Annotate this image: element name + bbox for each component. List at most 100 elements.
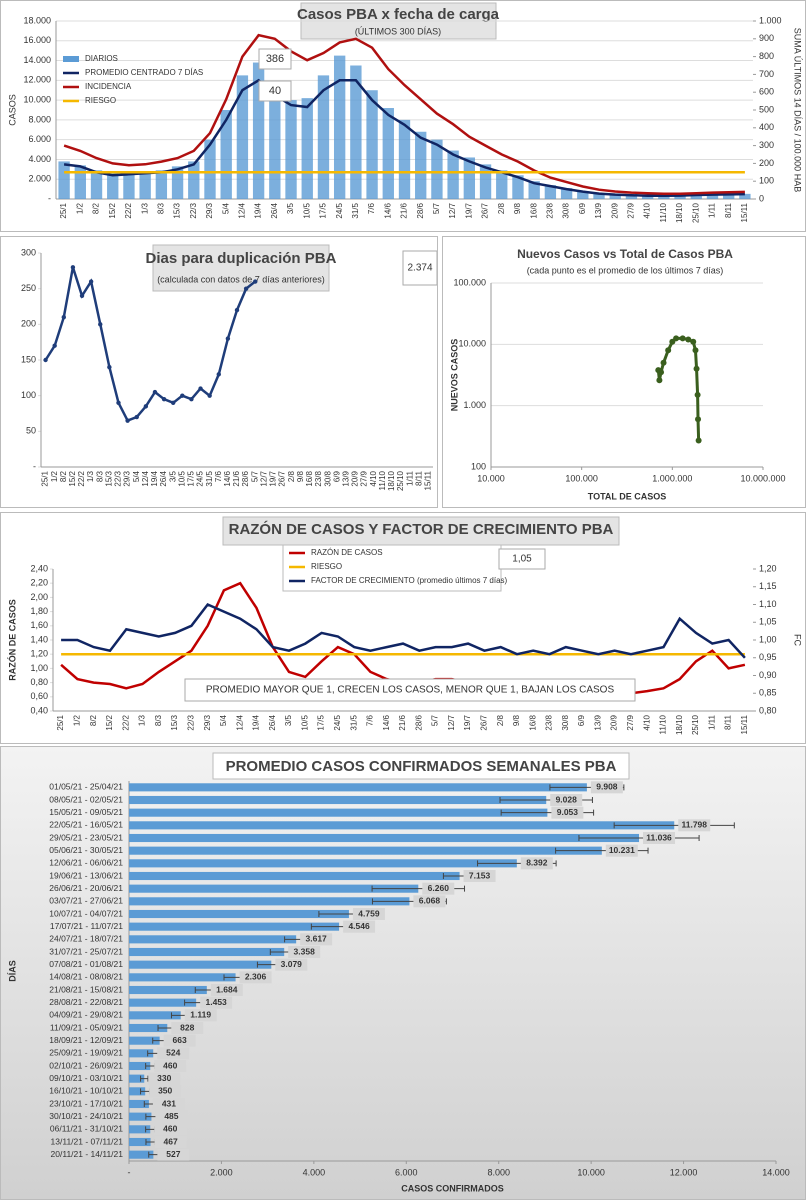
label-box	[605, 844, 638, 857]
line-point	[107, 364, 112, 370]
bar	[123, 172, 135, 199]
line-point	[70, 265, 76, 270]
y-tick-label: 17/07/21 - 11/07/21	[50, 921, 123, 931]
x-tick-label: 30/8	[561, 714, 570, 730]
y2-tick-label: 800	[759, 51, 774, 61]
connector	[682, 336, 689, 341]
value-label: 3.358	[294, 946, 316, 956]
x-tick-label: 24/5	[335, 202, 344, 218]
legend-label: FACTOR DE CRECIMIENTO (promedio últimos …	[311, 576, 508, 585]
y-tick-label: 1.000	[463, 400, 486, 410]
value-label: 828	[180, 1022, 194, 1032]
bar	[512, 175, 524, 199]
bar	[204, 139, 216, 199]
bar	[129, 998, 197, 1007]
y-tick-label: 03/07/21 - 27/06/21	[49, 896, 123, 906]
x-tick-label: 5/4	[221, 202, 230, 214]
bar	[658, 195, 670, 199]
bar	[129, 783, 587, 792]
y-tick-label: 50	[26, 426, 36, 436]
bar	[129, 947, 285, 957]
y2-tick-label: 1,20	[759, 563, 777, 573]
chart-panel: Casos PBA x fecha de carga (ÚLTIMOS 300 D…	[0, 0, 806, 232]
label-box	[184, 1009, 217, 1022]
x-tick-label: 22/3	[114, 470, 123, 486]
x-tick-label: 15/11	[740, 202, 749, 222]
x-tick-label: 1/3	[140, 202, 149, 214]
x-tick-label: 12/7	[447, 714, 456, 730]
y-tick-label: 14.000	[23, 55, 51, 65]
line-point	[161, 397, 167, 402]
x-tick-label: 6/9	[578, 202, 587, 214]
series-line	[63, 33, 745, 196]
label-box	[154, 1136, 187, 1148]
title-box	[152, 244, 330, 292]
y-tick-label: 22/05/21 - 16/05/21	[49, 820, 123, 830]
bar	[382, 108, 394, 199]
y-tick-label: 15/05/21 - 09/05/21	[49, 807, 123, 817]
legend-swatch	[63, 56, 79, 62]
x-tick-label: 21/6	[398, 714, 407, 730]
series-line	[61, 602, 746, 659]
value-label: 3.079	[281, 959, 303, 969]
series-line	[44, 266, 256, 423]
y-tick-label: 20/11/21 - 14/11/21	[51, 1149, 124, 1159]
y-tick-label: 25/09/21 - 19/09/21	[49, 1048, 123, 1058]
legend-box	[282, 544, 502, 592]
chart-panel: RAZÓN DE CASOS Y FACTOR DE CRECIMIENTO P…	[0, 512, 806, 744]
label-box	[463, 870, 496, 882]
x-tick-label: 5/7	[432, 202, 441, 214]
y-tick-label: 26/06/21 - 20/06/21	[49, 883, 123, 893]
value-label: 524	[166, 1048, 180, 1058]
x-tick-label: 8.000	[487, 1167, 510, 1177]
y-tick-label: 300	[21, 247, 36, 257]
legend-label: RIESGO	[311, 562, 342, 571]
y2-tick-label: 900	[759, 33, 774, 43]
value-label: 8.392	[526, 858, 548, 868]
y-tick-label: 31/07/21 - 25/07/21	[49, 946, 123, 956]
value-label: 10.231	[609, 845, 635, 855]
y-tick-label: 10/07/21 - 04/07/21	[49, 908, 123, 918]
x-axis-label: TOTAL DE CASOS	[588, 491, 667, 501]
y2-axis-label: FC	[793, 634, 803, 646]
x-tick-label: 25/1	[41, 470, 50, 486]
line-point	[61, 315, 66, 320]
x-tick-label: 10.000.000	[740, 473, 785, 483]
y-tick-label: 23/10/21 - 17/10/21	[49, 1098, 123, 1108]
bar	[398, 119, 411, 199]
error-bar	[613, 822, 735, 829]
legend-label: RIESGO	[85, 96, 116, 105]
x-tick-label: 10.000	[577, 1167, 605, 1177]
bar	[129, 922, 340, 931]
y2-tick-label: 0,95	[759, 652, 777, 662]
bar	[171, 166, 184, 199]
x-tick-label: 25/10	[396, 470, 405, 491]
y-tick-label: 250	[21, 283, 36, 293]
y-tick-label: 10.000	[23, 94, 51, 104]
y2-axis-label: SUMA ÚLTIMOS 14 DÍAS / 100.000 HAB	[793, 28, 803, 192]
y-tick-label: 24/07/21 - 18/07/21	[49, 934, 123, 944]
label-box	[678, 819, 711, 832]
bar	[641, 195, 654, 199]
chart-title: Nuevos Casos vs Total de Casos PBA	[517, 247, 733, 261]
x-tick-label: 22/3	[189, 202, 198, 218]
bar	[463, 157, 476, 199]
bar	[129, 1125, 151, 1134]
label-box	[148, 1072, 181, 1085]
x-tick-label: 8/3	[156, 202, 165, 214]
line-point	[180, 393, 185, 398]
bar	[129, 1137, 151, 1147]
y-tick-label: 08/05/21 - 02/05/21	[49, 794, 123, 804]
y2-tick-label: 1,00	[759, 634, 777, 644]
y-tick-label: 18/09/21 - 12/09/21	[49, 1035, 123, 1045]
legend-label: PROMEDIO CENTRADO 7 DÍAS	[85, 68, 203, 77]
x-tick-label: 1/3	[138, 714, 147, 726]
x-tick-label: 31/5	[351, 202, 360, 218]
x-tick-label: 29/3	[205, 202, 214, 218]
x-tick-label: 12.000	[670, 1167, 698, 1177]
x-tick-label: 8/2	[92, 202, 101, 214]
x-tick-label: 1/3	[86, 470, 95, 482]
y-tick-label: 1,40	[30, 634, 48, 644]
x-tick-label: 2/8	[287, 470, 296, 482]
label-box	[551, 806, 584, 819]
